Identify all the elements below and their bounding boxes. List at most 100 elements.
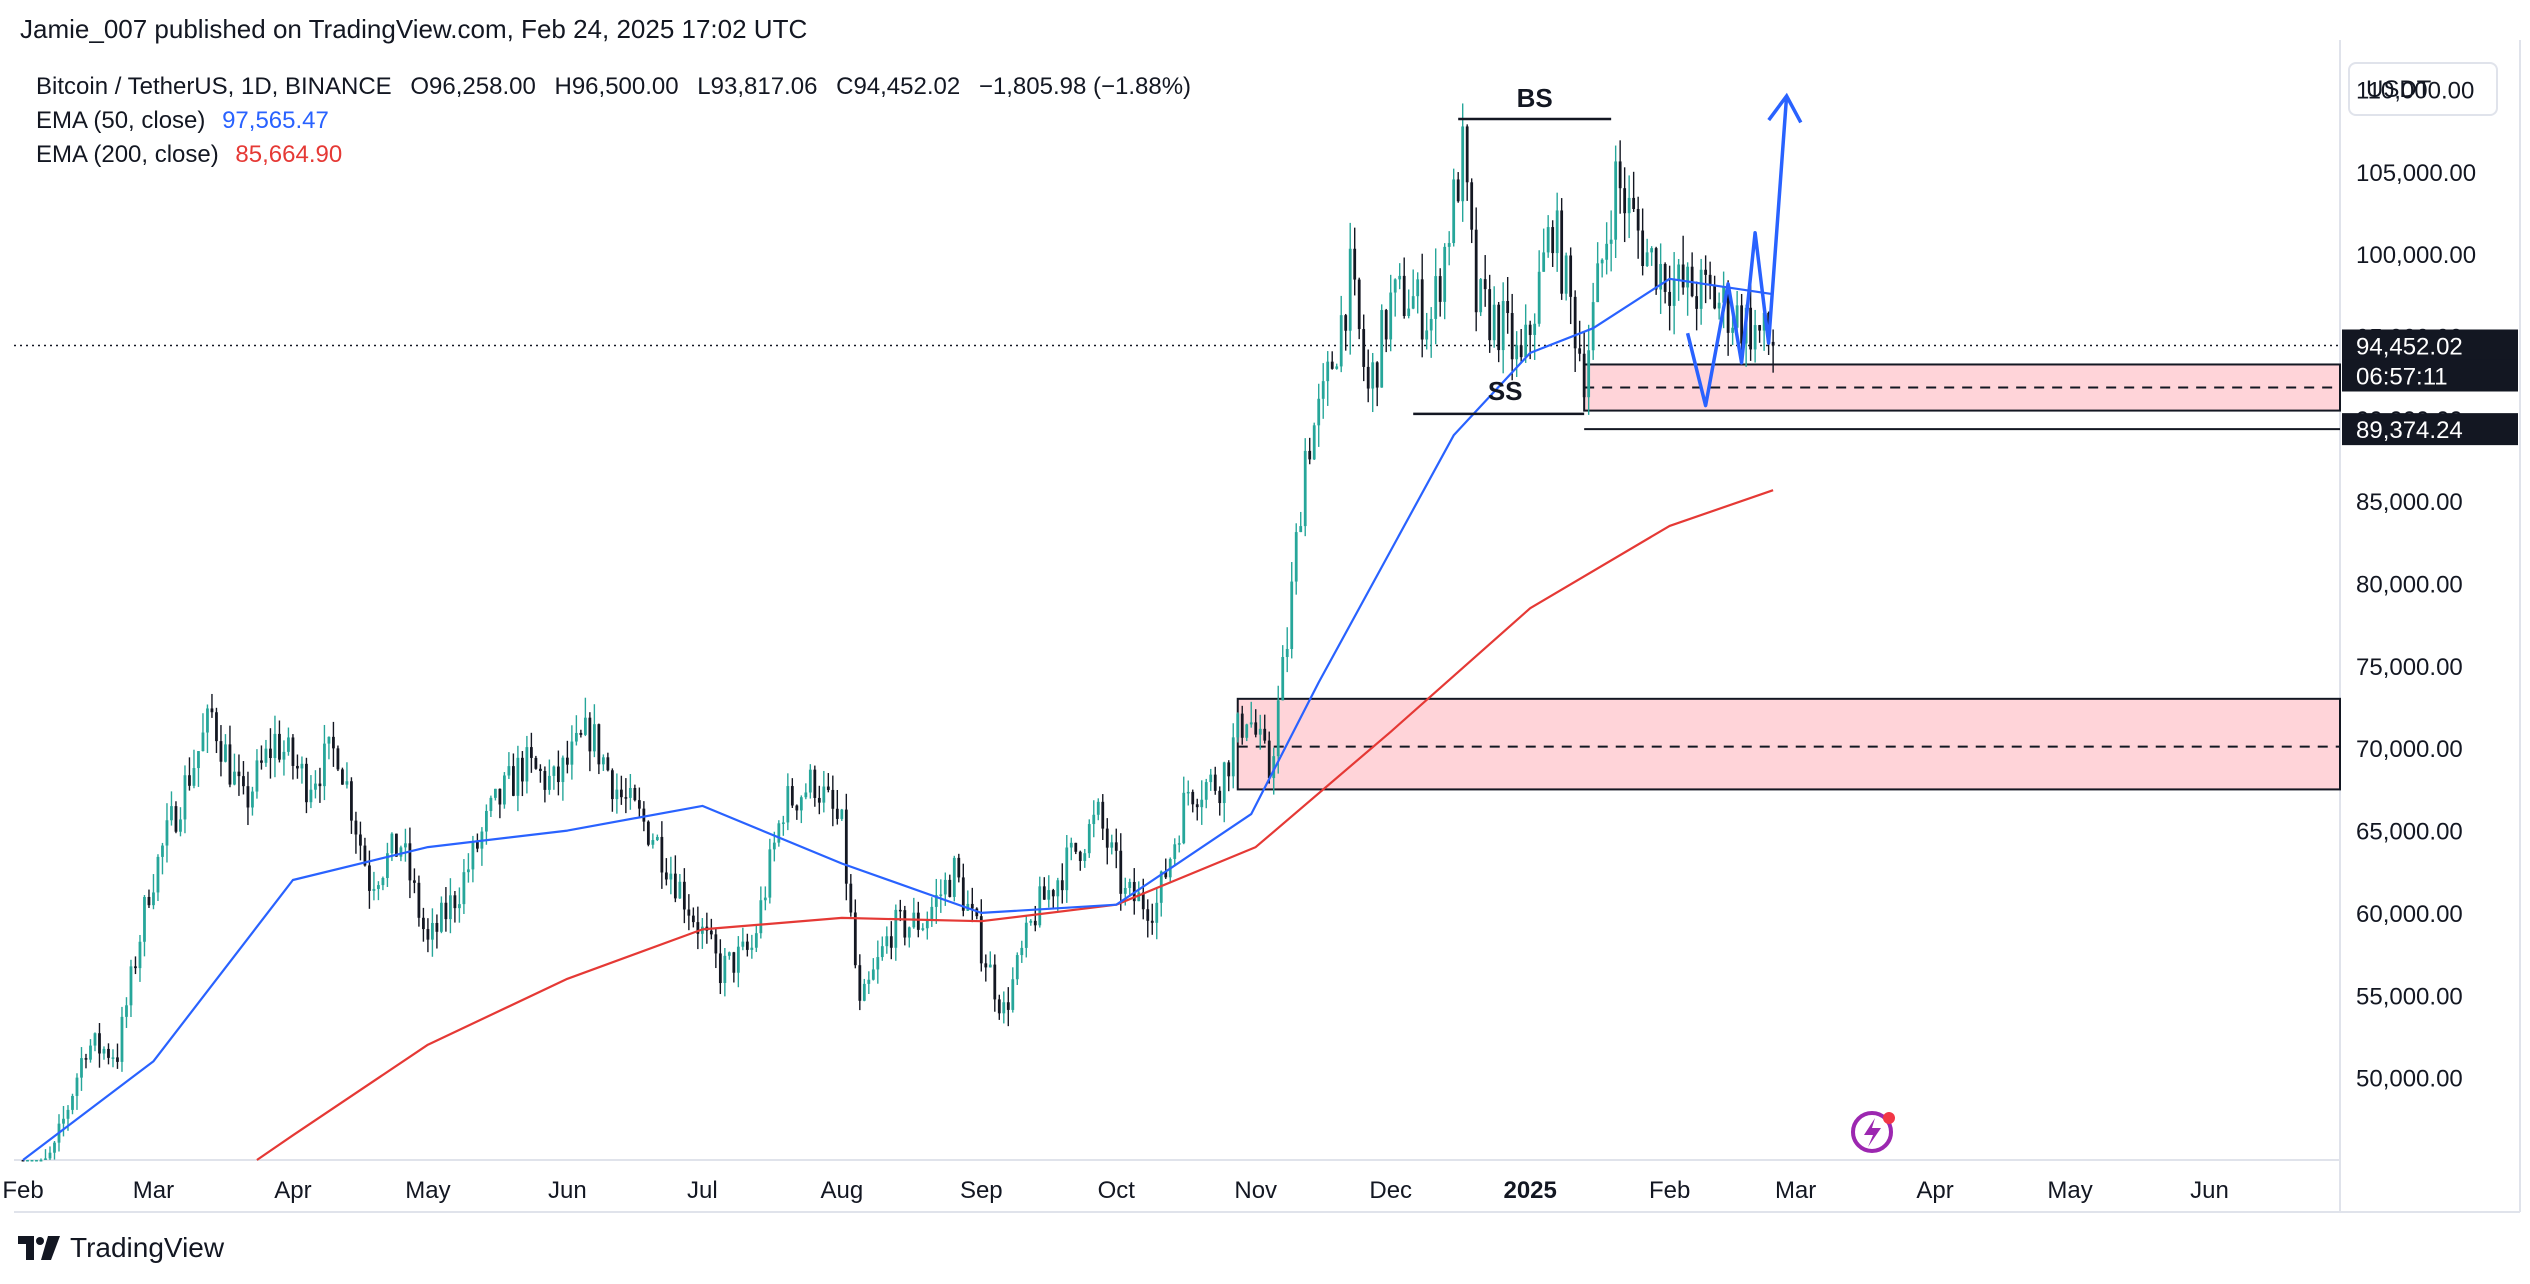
candle-body [1713,284,1717,309]
candle [1452,168,1456,247]
candle-body [651,840,655,845]
candle [1240,705,1244,745]
candle-body [1218,790,1222,804]
countdown-label: 06:57:11 [2356,363,2448,390]
candle-body [1591,302,1595,351]
candle [318,767,322,803]
candle [1326,351,1330,406]
candle-body [831,789,835,809]
brand-name: TradingView [70,1232,225,1263]
candle-body [1465,126,1469,183]
candle-body [327,736,331,744]
candle-body [345,781,349,785]
legend-ema50-row[interactable]: EMA (50, close) 97,565.47 [36,104,1191,138]
candle [520,751,524,797]
legend-symbol[interactable]: Bitcoin / TetherUS, 1D, BINANCE [36,73,392,100]
candle [1519,329,1523,363]
candle-body [637,800,641,809]
candle-body [813,769,817,798]
candle-body [1240,713,1244,738]
candle [1479,278,1483,317]
candle-body [984,963,988,968]
candle [471,835,475,883]
candle-body [957,857,961,878]
candle [1150,903,1154,935]
candle [903,905,907,946]
candle-body [678,881,682,899]
ema-layer [22,277,1774,1161]
candle-body [1303,450,1307,527]
candle-body [1731,327,1735,333]
candle [1708,261,1712,300]
candle [1587,324,1591,415]
candle [826,773,830,793]
candle-body [516,757,520,796]
candle-body [30,1160,34,1162]
candle [619,775,623,805]
legend-ema200-row[interactable]: EMA (200, close) 85,664.90 [36,138,1191,172]
candle [736,936,740,988]
candle-body [134,966,137,969]
candle-body [565,757,569,765]
candle [1119,833,1123,911]
candle [1209,768,1213,791]
candle-body [1654,248,1658,290]
candle-body [192,768,196,786]
candle-body [1542,252,1546,272]
candle [80,1047,83,1091]
candle-body [624,797,628,799]
candle-body [543,770,547,790]
candle-body [1740,305,1744,344]
y-tick-label: 85,000.00 [2356,489,2463,516]
candle [255,749,259,799]
x-tick-label: Apr [1916,1177,1953,1204]
candle-body [1294,532,1298,582]
buy-side-label: BS [1517,83,1553,113]
candle [323,724,326,801]
candle-body [741,941,745,947]
candle [327,736,331,760]
candle [1447,231,1451,266]
candle-body [174,806,178,832]
legend-close: 94,452.02 [853,73,961,100]
candle [583,697,587,737]
candle-body [930,906,934,920]
candle [1506,276,1510,334]
candle [237,754,241,796]
candle [732,951,736,983]
candle [408,827,412,899]
candle [606,752,610,772]
candle [822,770,826,813]
candle-body [669,873,673,880]
candle [786,773,790,831]
candle-body [579,732,583,735]
candle [669,856,673,895]
brand[interactable]: TradingView [18,1232,224,1264]
candle [777,820,781,847]
candle [1681,235,1685,295]
candle-body [1317,398,1321,426]
candle-body [188,775,191,786]
candle [912,897,916,929]
candle [939,879,943,913]
candle-body [1060,880,1064,891]
candle-body [1384,310,1388,340]
replay-icon[interactable] [1851,1111,1895,1153]
candle-body [165,820,169,846]
price-axis[interactable]: 50,000.00 55,000.00 60,000.00 65,000.00 70,0… [2342,77,2518,1093]
time-axis[interactable]: Feb Mar Apr May Jun Jul Aug Sep Oct Nov Dec 2025 Feb… [2,1177,2229,1204]
candle-body [1614,161,1618,240]
candle-body [921,928,925,930]
candle-body [399,847,403,857]
candle-body [1618,161,1622,189]
candle-body [413,880,416,883]
candle [997,994,1001,1020]
candle [111,1049,115,1068]
candle [1042,877,1046,900]
candle [309,775,313,809]
currency-select[interactable]: USDT [2348,62,2498,116]
candle-body [1609,239,1613,244]
candle-body [485,810,488,832]
candle [529,732,533,773]
